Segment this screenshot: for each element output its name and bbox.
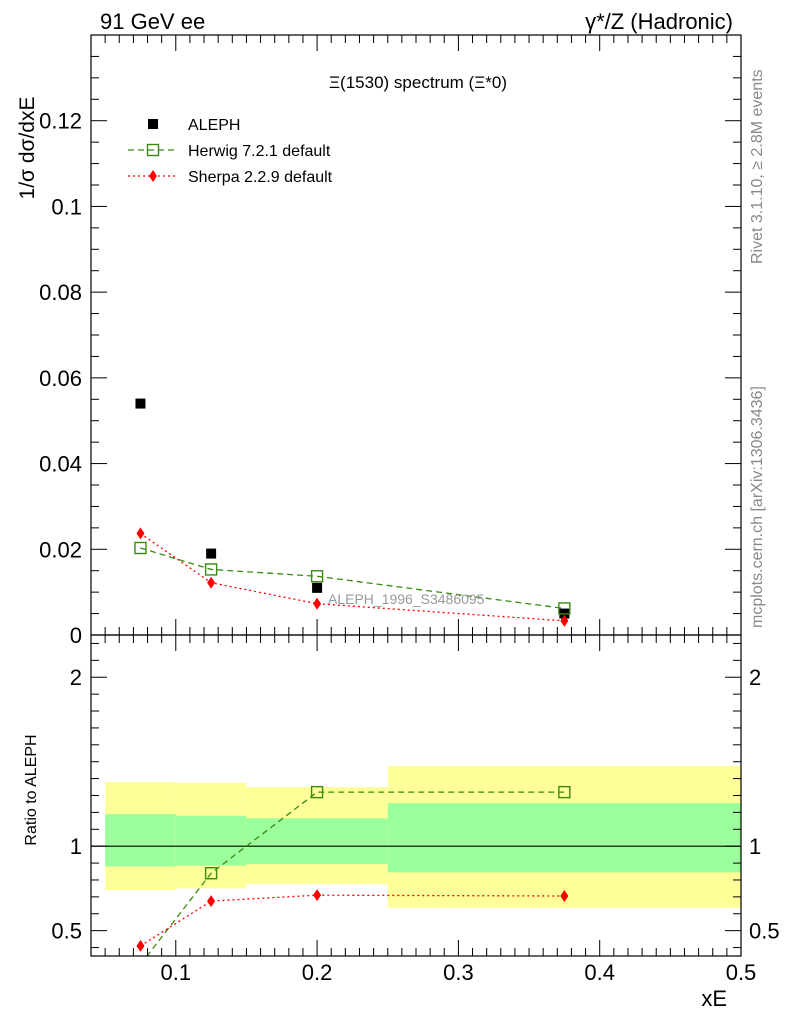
header-right: γ*/Z (Hadronic) [585,9,733,34]
uncertainty-band-inner [175,815,247,866]
uncertainty-band-inner [246,818,388,864]
legend-aleph-label: ALEPH [188,117,240,134]
sherpa-2-2-9-default-ratio-line [140,894,565,947]
legend-aleph-marker [148,119,158,129]
herwig-7-2-1-default-ratio-point [310,785,324,799]
x-tick-label: 0.1 [160,960,191,985]
y-tick-label: 0 [70,623,82,648]
rivet-label: Rivet 3.1.10, ≥ 2.8M events [749,69,766,264]
legend-herwig-7-2-1-default-label: Herwig 7.2.1 default [188,143,331,160]
ratio-data-layer [91,765,741,970]
sherpa-2-2-9-default-ratio-point [207,895,216,908]
sherpa-2-2-9-default-point [136,527,145,540]
legend: ALEPH Herwig 7.2.1 default Sherpa 2.2.9 de… [128,117,333,186]
x-tick-label: 0.5 [726,960,757,985]
main-title: Ξ(1530) spectrum (Ξ*0) [329,73,507,92]
herwig-7-2-1-default-ratio-point [558,785,571,799]
sherpa-2-2-9-default-point [560,614,569,627]
watermark: ALEPH_1996_S3486095 [328,591,485,607]
legend-sherpa-2-2-9-default-label: Sherpa 2.2.9 default [188,169,333,186]
ratio-panel: 0.1 0.2 0.3 0.4 0.5 0.5 0.5 1 1 2 2 Ratio to ALEPH… [23,634,780,1011]
ratio-y-tick-label: 1 [70,834,82,859]
main-ylabel: 1/σ dσ/dxE [16,97,39,200]
ratio-ylabel: Ratio to ALEPH [23,734,40,845]
uncertainty-band-inner [387,803,741,873]
y-tick-label: 0.02 [39,537,82,562]
aleph-point [135,398,146,409]
aleph-point [312,582,323,593]
sherpa-2-2-9-default-point [207,576,216,589]
herwig-7-2-1-default-ratio-point [204,867,218,880]
sherpa-2-2-9-default-ratio-point [136,939,145,952]
uncertainty-band-inner [105,814,176,867]
ratio-y-tick-label-right: 2 [749,665,761,690]
sherpa-2-2-9-default-ratio-point [560,890,569,903]
sherpa-2-2-9-default-line [140,532,565,622]
ratio-y-tick-label-right: 1 [749,834,761,859]
ratio-y-tick-label: 0.5 [51,919,82,944]
ratio-axes: 0.1 0.2 0.3 0.4 0.5 0.5 0.5 1 1 2 2 [51,634,780,985]
sherpa-2-2-9-default-ratio-point [313,889,322,902]
herwig-7-2-1-default-point [134,541,147,555]
main-panel: 0 0.02 0.04 0.06 0.08 0.1 0.12 Ξ(1530) spectru… [16,34,742,651]
header-left: 91 GeV ee [100,9,205,34]
herwig-7-2-1-default-ratio-line [146,791,565,956]
x-tick-label: 0.4 [584,960,615,985]
legend-herwig-7-2-1-default-marker [146,143,160,157]
main-axes: 0 0.02 0.04 0.06 0.08 0.1 0.12 [39,34,742,651]
herwig-7-2-1-default-point [558,602,571,615]
herwig-7-2-1-default-line [140,547,565,610]
y-tick-label: 0.06 [39,366,82,391]
herwig-7-2-1-default-point [310,570,324,583]
x-tick-label: 0.3 [443,960,474,985]
main-data-layer [134,398,571,627]
herwig-7-2-1-default-point [204,563,218,576]
aleph-point [206,548,217,559]
y-tick-label: 0.1 [51,194,82,219]
legend-sherpa-2-2-9-default-marker [149,170,157,182]
ratio-y-tick-label-right: 0.5 [749,919,780,944]
ratio-y-tick-label: 2 [70,665,82,690]
sherpa-2-2-9-default-point [313,597,322,610]
y-tick-label: 0.04 [39,452,82,477]
herwig-7-2-1-default-ratio-point [135,959,146,970]
y-tick-label: 0.12 [39,109,82,134]
x-tick-label: 0.2 [302,960,333,985]
x-axis-label: xE [701,986,727,1011]
mcplots-label: mcplots.cern.ch [arXiv:1306.3436] [749,386,766,628]
y-tick-label: 0.08 [39,280,82,305]
